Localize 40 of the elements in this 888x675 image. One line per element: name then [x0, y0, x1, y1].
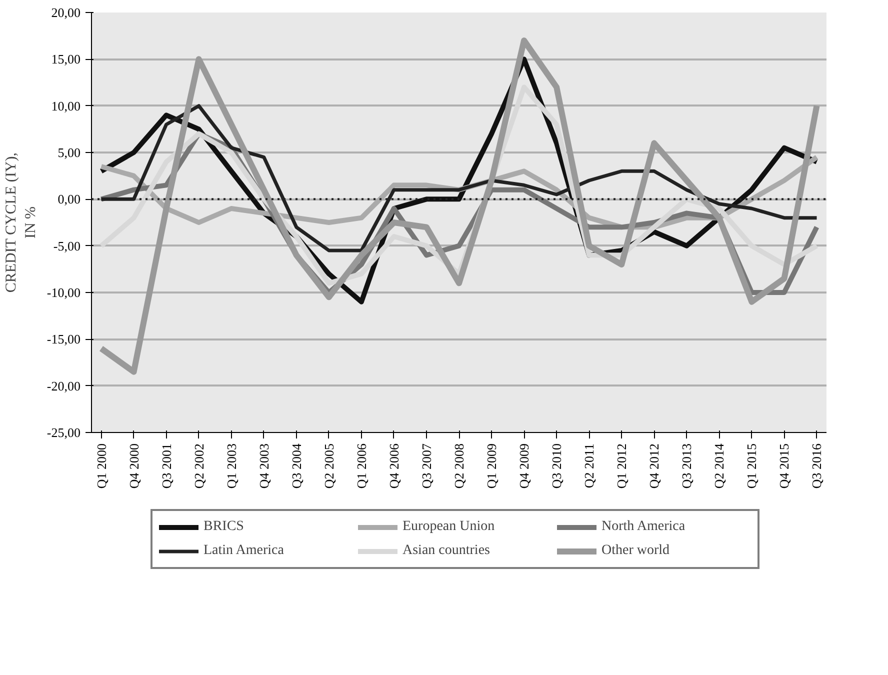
y-tick-label: -25,00	[46, 425, 81, 440]
x-tick-label: Q2 2014	[712, 443, 727, 489]
legend-label: North America	[602, 518, 686, 534]
x-tick-label: Q3 2016	[809, 443, 824, 489]
y-tick-label: -5,00	[53, 238, 81, 254]
x-tick-label: Q1 2006	[354, 443, 369, 489]
legend-label: Other world	[602, 542, 671, 558]
y-tick-label: -10,00	[46, 285, 81, 300]
x-tick-label: Q4 2009	[516, 444, 532, 489]
x-tick-label: Q1 2000	[94, 443, 109, 489]
x-tick-label: Q2 2005	[321, 444, 336, 489]
y-tick-label: 10,00	[51, 98, 80, 114]
y-tick-label: -20,00	[46, 378, 81, 394]
y-tick-label: 15,00	[51, 52, 80, 67]
x-tick-label: Q3 2010	[549, 444, 564, 489]
x-tick-label: Q1 2009	[484, 444, 500, 489]
x-tick-label: Q3 2013	[679, 444, 694, 489]
x-tick-label: Q2 2002	[191, 444, 206, 489]
legend-label: Latin America	[204, 542, 285, 558]
x-tick-label: Q2 2008	[452, 444, 466, 489]
x-tick-label: Q1 2012	[614, 443, 630, 489]
legend-label: European Union	[402, 518, 496, 534]
x-tick-label: Q4 2003	[256, 444, 272, 489]
y-tick-label: -15,00	[46, 332, 81, 347]
x-tick-label: Q4 2015	[776, 444, 792, 489]
x-tick-label: Q2 2011	[582, 444, 597, 488]
x-tick-label: Q3 2007	[418, 443, 434, 489]
y-tick-label: 20,00	[51, 5, 80, 20]
x-tick-label: Q4 2006	[386, 443, 402, 489]
y-tick-label: 0,00	[58, 192, 80, 207]
y-tick-label: 5,00	[58, 145, 80, 160]
x-tick-label: Q4 2012	[646, 444, 662, 489]
x-tick-label: Q3 2004	[288, 443, 304, 489]
legend-label: BRICS	[204, 518, 245, 534]
legend-label: Asian countries	[402, 542, 491, 558]
x-tick-label: Q1 2015	[744, 443, 760, 489]
x-tick-label: Q4 2000	[126, 444, 142, 489]
y-axis-title: CREDIT CYCLE (IY), IN %	[4, 152, 39, 293]
x-tick-label: Q1 2003	[224, 443, 239, 489]
x-tick-label: Q3 2001	[158, 443, 174, 489]
